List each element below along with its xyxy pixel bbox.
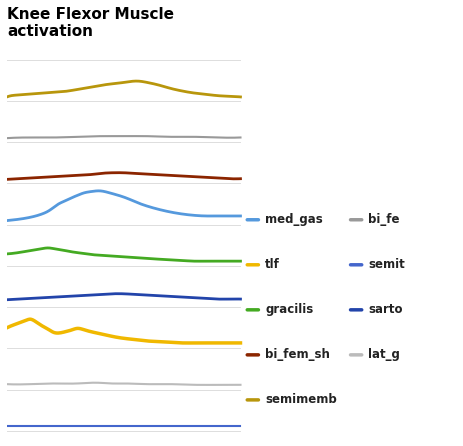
Text: semit: semit xyxy=(369,258,405,271)
Text: gracilis: gracilis xyxy=(265,303,313,316)
Text: lat_g: lat_g xyxy=(369,348,400,361)
Text: bi_fem_sh: bi_fem_sh xyxy=(265,348,330,361)
Text: sarto: sarto xyxy=(369,303,403,316)
Text: bi_fe: bi_fe xyxy=(369,213,400,226)
Text: semimemb: semimemb xyxy=(265,393,337,406)
Text: tlf: tlf xyxy=(265,258,280,271)
Text: Knee Flexor Muscle
activation: Knee Flexor Muscle activation xyxy=(7,7,174,39)
Text: med_gas: med_gas xyxy=(265,213,323,226)
